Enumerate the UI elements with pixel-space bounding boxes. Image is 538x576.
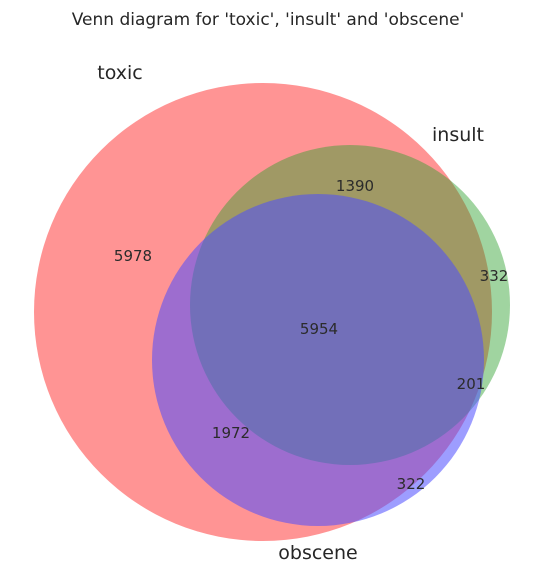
region-toxic-obscene: 1972: [212, 424, 250, 442]
set-label-toxic: toxic: [97, 62, 142, 84]
region-toxic-insult: 1390: [336, 177, 374, 195]
region-toxic-only: 5978: [114, 247, 152, 265]
region-insult-obscene: 201: [457, 375, 486, 393]
region-insult-only: 332: [480, 267, 509, 285]
diagram-title: Venn diagram for 'toxic', 'insult' and '…: [72, 10, 465, 30]
region-all-three: 5954: [300, 320, 338, 338]
region-obscene-only: 322: [397, 475, 426, 493]
obscene-circle: [152, 194, 484, 526]
set-label-obscene: obscene: [278, 542, 357, 564]
set-label-insult: insult: [432, 124, 484, 146]
venn-circles: [34, 83, 510, 541]
